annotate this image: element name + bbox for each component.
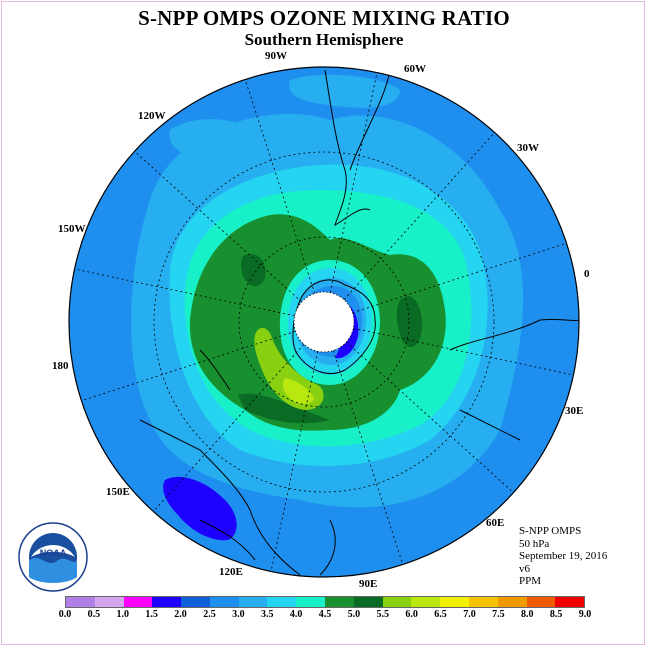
latitude-grid — [153, 151, 495, 493]
colorbar-tick-label: 7.5 — [492, 609, 505, 620]
colorbar-tick-label: 8.0 — [520, 609, 534, 620]
polar-data-gap — [294, 292, 354, 352]
lon-label-60e: 60E — [486, 517, 505, 529]
colorbar-swatch — [497, 597, 527, 607]
lon-label-180: 180 — [52, 360, 69, 372]
colorbar-tick-label: 1.0 — [116, 609, 130, 620]
contour-5.0-east — [396, 296, 423, 348]
lon-label-120e: 120E — [219, 566, 243, 578]
colorbar-swatch — [296, 597, 326, 607]
coastlines — [139, 69, 579, 576]
lon-label-150w: 150W — [58, 223, 86, 235]
lon-label-0: 0 — [584, 268, 590, 280]
info-version: v6 — [519, 562, 530, 575]
colorbar-tick-label: 0.0 — [58, 609, 72, 620]
lon-label-150e: 150E — [106, 486, 130, 498]
colorbar-swatch — [468, 597, 498, 607]
colorbar-tick-label: 7.0 — [463, 609, 476, 620]
colorbar-swatch — [152, 597, 182, 607]
info-date: September 19, 2016 — [519, 550, 608, 562]
colorbar-tick-label: 9.0 — [578, 609, 592, 620]
map-boundary — [68, 66, 580, 578]
colorbar-swatch — [123, 597, 153, 607]
colorbar-tick-label: 2.0 — [174, 609, 187, 620]
map-title: S-NPP OMPS OZONE MIXING RATIO — [138, 6, 510, 30]
contour-1.5-southwest — [163, 476, 237, 541]
colorbar-tick-label: 3.5 — [260, 609, 274, 620]
colorbar-swatch — [411, 597, 441, 607]
colorbar-ticks: 0.0 0.5 1.0 1.5 2.0 2.5 3.0 3.5 4.0 4.5 5.0 5.5 6.0 6… — [59, 609, 592, 623]
colorbar-tick-label: 4.0 — [289, 609, 303, 620]
info-instrument: S-NPP OMPS — [519, 525, 582, 537]
lon-label-30w: 30W — [517, 142, 539, 154]
lon-label-30e: 30E — [565, 405, 584, 417]
map-subtitle: Southern Hemisphere — [244, 30, 404, 49]
colorbar-swatch — [181, 597, 210, 607]
colorbar-tick-label: 2.5 — [203, 609, 216, 620]
colorbar-tick-label: 5.5 — [376, 609, 390, 620]
map-info: S-NPP OMPS 50 hPa September 19, 2016 v6 … — [519, 525, 607, 588]
contour-6.0 — [282, 378, 314, 404]
colorbar-tick-label: 6.5 — [434, 609, 447, 620]
lon-label-60w: 60W — [404, 63, 426, 75]
colorbar — [65, 596, 585, 608]
colorbar-swatch — [526, 597, 556, 607]
colorbar-swatch — [238, 597, 268, 607]
lon-label-90w: 90W — [265, 50, 287, 62]
colorbar-swatch — [325, 597, 354, 607]
colorbar-tick-label: 0.5 — [87, 609, 101, 620]
lon-label-90e: 90E — [359, 578, 378, 590]
svg-text:NOAA: NOAA — [40, 548, 67, 558]
colorbar-swatch — [94, 597, 124, 607]
lon-label-120w: 120W — [138, 110, 166, 122]
info-pressure: 50 hPa — [519, 537, 550, 550]
colorbar-swatch — [353, 597, 383, 607]
colorbar-swatch — [382, 597, 412, 607]
colorbar-swatch — [66, 597, 95, 607]
colorbar-swatch — [440, 597, 469, 607]
colorbar-swatch — [209, 597, 239, 607]
colorbar-tick-label: 3.0 — [232, 609, 245, 620]
info-units: PPM — [519, 575, 542, 587]
colorbar-tick-label: 4.5 — [318, 609, 332, 620]
noaa-logo-icon: NOAA — [18, 522, 88, 592]
colorbar-tick-label: 5.0 — [347, 609, 361, 620]
colorbar-tick-label: 1.5 — [145, 609, 158, 620]
colorbar-swatch — [555, 597, 585, 607]
colorbar-tick-label: 6.0 — [405, 609, 418, 620]
colorbar-tick-label: 8.5 — [549, 609, 563, 620]
colorbar-swatch — [267, 597, 297, 607]
